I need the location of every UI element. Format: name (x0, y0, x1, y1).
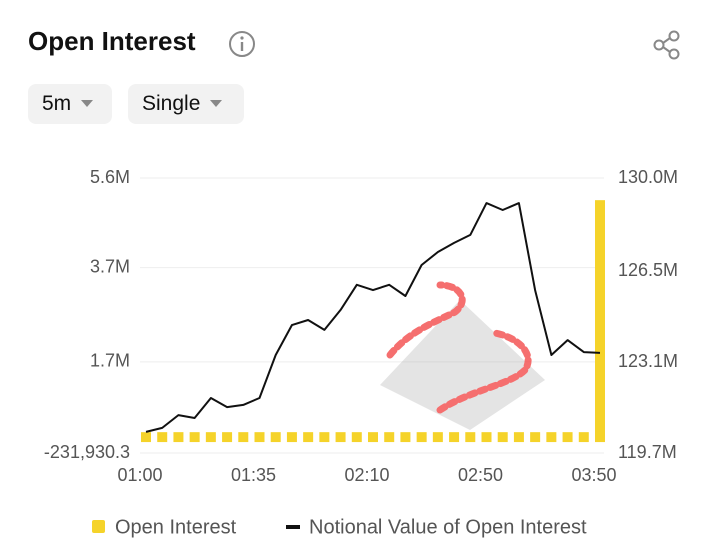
bar (530, 432, 541, 443)
doodle-mark (436, 329, 532, 414)
doodle-overlay (380, 281, 545, 430)
interval-dropdown[interactable]: 5m (28, 84, 112, 124)
bar (384, 432, 395, 443)
mode-label: Single (142, 92, 201, 115)
bar (546, 432, 557, 443)
bar (481, 432, 492, 443)
doodle-shadow (380, 300, 545, 430)
legend-swatch (286, 525, 300, 529)
y-tick-label: 5.6M (90, 167, 130, 187)
bar (432, 432, 443, 443)
mode-dropdown[interactable]: Single (128, 84, 244, 124)
bar (335, 432, 346, 443)
doodle-mark (386, 281, 466, 359)
x-tick-label: 01:00 (117, 465, 162, 485)
dropdown-arrow (210, 100, 223, 107)
bar (189, 432, 200, 443)
bar (286, 432, 297, 443)
bar (222, 432, 233, 443)
x-tick-label: 03:50 (571, 465, 616, 485)
y2-tick-label: 119.7M (618, 442, 677, 462)
legend-label: Notional Value of Open Interest (309, 516, 587, 538)
bar (400, 432, 411, 443)
y-tick-label: 1.7M (90, 351, 130, 371)
bar (595, 200, 605, 443)
bar (254, 432, 265, 443)
bar (303, 432, 314, 443)
share-icon[interactable] (652, 30, 682, 60)
bar (416, 432, 427, 443)
bar (368, 432, 378, 443)
bar (205, 432, 216, 443)
y-tick-label: 3.7M (90, 256, 130, 276)
info-icon[interactable] (228, 30, 256, 58)
bar (157, 432, 168, 443)
bar (465, 432, 476, 443)
dropdown-arrow (81, 100, 94, 107)
interval-label: 5m (42, 92, 72, 115)
bar (513, 432, 524, 443)
bar (578, 432, 589, 443)
bar (449, 432, 460, 443)
legend-label: Open Interest (115, 516, 237, 538)
bar (351, 432, 362, 443)
bar (562, 432, 573, 443)
line (145, 202, 601, 433)
y2-tick-label: 126.5M (618, 260, 678, 280)
x-tick-label: 01:35 (231, 465, 276, 485)
bar (173, 432, 184, 443)
y2-tick-label: 130.0M (618, 167, 678, 187)
bar (238, 432, 249, 443)
bar (141, 432, 151, 443)
bar (497, 432, 508, 443)
page-title: Open Interest (28, 26, 196, 56)
y2-tick-label: 123.1M (618, 351, 678, 371)
bar (270, 432, 281, 443)
bar (319, 432, 330, 443)
x-tick-label: 02:10 (344, 465, 389, 485)
legend-swatch (92, 520, 105, 533)
y-tick-label: -231,930.3 (44, 442, 130, 462)
x-tick-label: 02:50 (458, 465, 503, 485)
